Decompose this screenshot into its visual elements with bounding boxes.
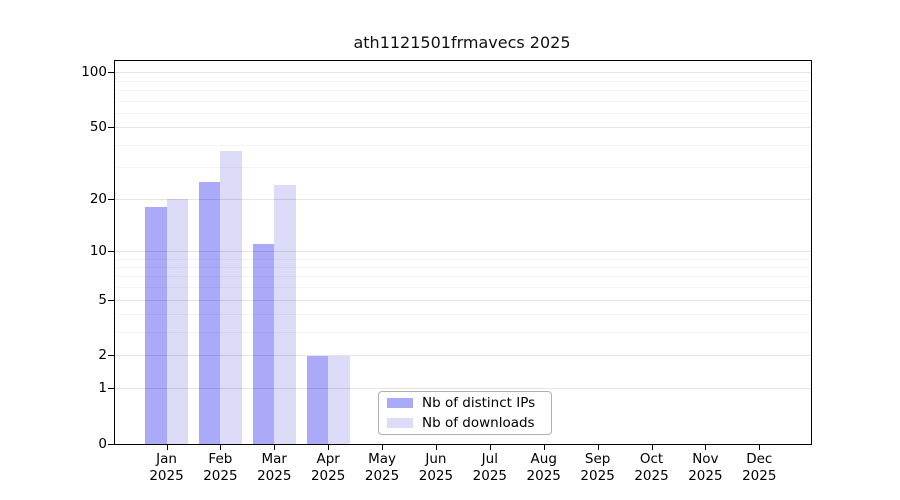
bar-downloads [274, 184, 296, 444]
y-tick-mark [108, 198, 115, 200]
y-tick-label: 10 [89, 242, 107, 259]
y-tick-label: 0 [98, 436, 107, 452]
bar-downloads [166, 198, 188, 444]
x-tick-label: Jun 2025 [418, 451, 454, 484]
y-tick-mark [108, 444, 115, 445]
y-gridline-minor [115, 314, 811, 316]
x-tick-label: May 2025 [364, 451, 400, 484]
legend-label: Nb of distinct IPs [422, 395, 536, 411]
y-gridline-major [115, 127, 811, 129]
legend-item: Nb of downloads [379, 415, 551, 431]
legend: Nb of distinct IPs Nb of downloads [378, 391, 552, 435]
x-tick-mark [489, 444, 491, 450]
x-tick-label: Dec 2025 [742, 451, 777, 484]
y-gridline-major [115, 250, 811, 252]
x-tick-label: Mar 2025 [257, 451, 292, 484]
chart-title: ath1121501frmavecs 2025 [353, 33, 571, 52]
y-gridline-minor [115, 100, 811, 102]
x-tick-label: Jul 2025 [472, 451, 507, 484]
bar-downloads [220, 150, 242, 444]
x-tick-mark [274, 444, 276, 450]
x-tick-mark [166, 444, 168, 450]
x-tick-mark [543, 444, 545, 450]
y-gridline-minor [115, 112, 811, 114]
x-tick-label: Apr 2025 [310, 451, 346, 484]
y-gridline-minor [115, 332, 811, 334]
x-tick-label: Feb 2025 [203, 451, 238, 484]
x-tick-label: Nov 2025 [688, 451, 723, 484]
x-tick-label: Oct 2025 [634, 451, 669, 484]
y-gridline-minor [115, 80, 811, 82]
legend-swatch [387, 418, 413, 428]
y-gridline-minor [115, 287, 811, 289]
legend-item: Nb of distinct IPs [379, 395, 551, 411]
y-tick-label: 100 [81, 64, 107, 81]
x-tick-mark [651, 444, 653, 450]
y-tick-label: 20 [89, 190, 107, 207]
y-tick-mark [108, 127, 115, 129]
x-tick-mark [220, 444, 222, 450]
y-gridline-minor [115, 144, 811, 146]
x-tick-mark [705, 444, 707, 450]
y-tick-mark [108, 355, 115, 357]
y-tick-label: 5 [98, 291, 107, 308]
legend-swatch [387, 398, 413, 408]
y-tick-mark [108, 299, 115, 301]
x-tick-label: Jan 2025 [149, 451, 184, 484]
y-gridline-major [115, 388, 811, 390]
y-tick-label: 2 [98, 347, 107, 364]
y-gridline-major [115, 299, 811, 301]
x-tick-label: Sep 2025 [580, 451, 615, 484]
bar-distinct-ips [145, 206, 167, 444]
y-tick-label: 1 [98, 380, 107, 397]
bar-distinct-ips [198, 181, 221, 444]
y-gridline-minor [115, 89, 811, 91]
x-tick-mark [435, 444, 437, 450]
y-gridline-minor [115, 167, 811, 169]
y-tick-mark [108, 72, 115, 74]
y-gridline-major [115, 72, 811, 74]
y-tick-label: 50 [89, 119, 107, 136]
x-tick-mark [597, 444, 599, 450]
x-tick-label: Aug 2025 [526, 451, 561, 484]
x-tick-mark [328, 444, 330, 450]
x-tick-mark [382, 444, 384, 450]
bar-downloads [328, 355, 350, 444]
bar-distinct-ips [252, 243, 275, 444]
y-tick-mark [108, 250, 115, 252]
legend-label: Nb of downloads [422, 415, 535, 431]
y-gridline-major [115, 355, 811, 357]
bar-distinct-ips [306, 355, 329, 444]
y-gridline-minor [115, 276, 811, 278]
plot-area: 0 1 2 5 10 20 50 100 Jan 2025 Feb 2025 Mar 2025 Apr… [81, 60, 812, 484]
y-tick-mark [108, 388, 115, 390]
y-gridline-minor [115, 258, 811, 260]
y-gridline-major [115, 198, 811, 200]
x-tick-mark [759, 444, 761, 450]
y-gridline-minor [115, 266, 811, 268]
